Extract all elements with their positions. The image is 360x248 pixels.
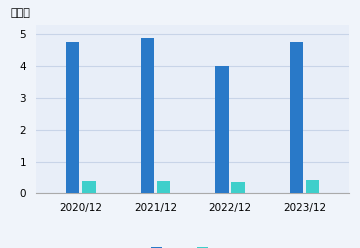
Bar bbox=[140, 37, 154, 193]
Bar bbox=[231, 182, 245, 193]
Bar bbox=[290, 42, 303, 193]
Bar bbox=[306, 180, 319, 193]
Legend: PER, PBR: PER, PBR bbox=[147, 243, 239, 248]
Bar bbox=[66, 42, 80, 193]
Bar bbox=[157, 181, 170, 193]
Bar bbox=[82, 181, 95, 193]
Bar bbox=[215, 65, 229, 193]
Text: （배）: （배） bbox=[11, 8, 31, 18]
